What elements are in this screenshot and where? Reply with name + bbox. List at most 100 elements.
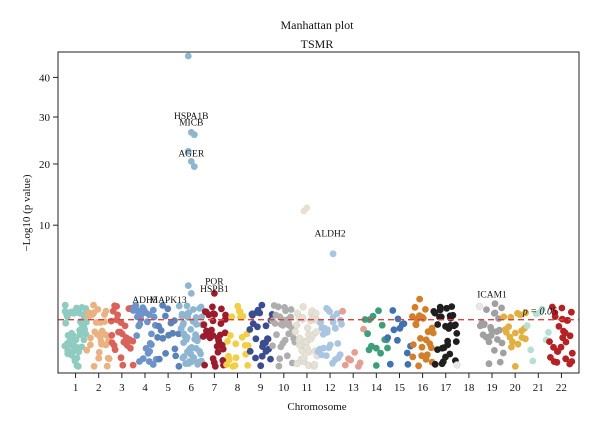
data-point [129,337,137,345]
data-point [499,349,507,357]
y-axis-label: −Log10 (p value) [21,174,33,251]
x-tick-label: 14 [371,382,383,394]
data-point [80,336,88,344]
data-point [372,344,380,352]
data-point [431,309,439,317]
data-point [394,315,402,323]
data-point [403,349,411,357]
y-tick-label: 40 [39,72,51,84]
data-point [568,308,575,316]
data-point [95,348,103,356]
highlight-point [329,250,337,258]
data-point [83,318,90,326]
data-point [95,354,103,362]
data-point [557,343,565,351]
data-point [364,330,371,338]
y-tick-label: 10 [39,220,51,232]
data-point [372,362,380,369]
data-point [411,303,419,311]
data-point [282,307,289,315]
data-point [169,329,177,337]
data-point [224,337,231,345]
data-point [211,310,219,318]
data-point [568,358,576,365]
data-point [553,358,561,366]
data-point [109,307,117,315]
data-point [341,361,349,369]
data-point [75,348,83,356]
x-axis: 1 2 3 4 5 6 7 8 9 10 11 12 13 14 15 16 17 18 19 20 21 22 [73,373,567,394]
x-tick-label: 9 [258,382,264,394]
data-point [320,344,327,352]
data-point [475,302,484,311]
data-point [94,306,102,313]
data-point [566,332,574,340]
data-point [201,361,209,369]
highlight-point [190,131,198,139]
data-point [150,313,158,321]
data-point [72,336,80,344]
data-point [189,306,197,313]
data-point [527,346,535,354]
highlight-point [184,52,192,60]
x-tick-label: 17 [440,382,452,394]
data-point [338,320,345,328]
data-point [73,354,81,362]
data-point [305,348,313,356]
data-point [139,355,147,363]
data-point [192,314,200,321]
data-point [453,330,461,337]
data-point [73,304,80,312]
data-point [507,313,515,321]
x-tick-label: 3 [119,382,125,394]
data-point [436,306,444,314]
data-point [312,309,320,318]
data-point [360,325,367,333]
plot-frame [57,51,580,374]
data-point [317,319,324,327]
data-point [299,303,307,311]
data-point [262,322,270,330]
data-point [252,354,259,362]
gene-annotation: ICAM1 [477,291,507,301]
data-point [183,333,191,341]
data-point [121,322,129,330]
data-point [334,340,342,347]
data-point [155,355,163,363]
data-point [183,302,191,310]
data-point [175,330,183,338]
data-point [423,351,431,359]
data-point [252,335,260,343]
data-point [232,354,240,362]
data-point [293,321,301,329]
data-point [211,362,219,370]
data-point [452,321,459,329]
data-point [197,303,205,311]
gene-annotation: MICB [179,119,203,129]
x-tick-label: 1 [73,382,79,394]
data-point [257,362,265,370]
data-point [404,361,412,368]
points-layer [61,52,576,370]
data-point [546,338,553,345]
data-point [516,311,524,319]
data-point [511,329,519,337]
data-point [164,305,172,313]
data-point [254,323,261,331]
data-point [375,307,382,315]
data-point [283,352,291,360]
data-point [114,311,122,319]
data-point [310,360,319,369]
data-point [74,362,82,370]
data-point [274,303,282,311]
data-point [351,349,359,356]
data-point [113,303,121,310]
data-point [323,328,331,336]
data-point [281,336,289,344]
data-point [154,334,162,341]
data-point [171,345,179,353]
data-point [429,329,437,337]
x-tick-label: 13 [348,382,360,394]
data-point [562,338,570,346]
